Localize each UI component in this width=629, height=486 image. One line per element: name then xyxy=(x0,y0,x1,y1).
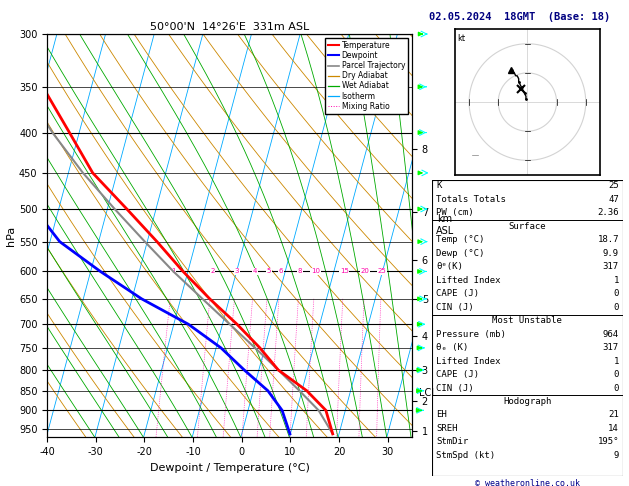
Text: θᵉ(K): θᵉ(K) xyxy=(436,262,463,271)
Text: CAPE (J): CAPE (J) xyxy=(436,289,479,298)
Text: 317: 317 xyxy=(603,343,619,352)
Text: 0: 0 xyxy=(613,370,619,379)
Text: Dewp (°C): Dewp (°C) xyxy=(436,249,484,258)
Text: 02.05.2024  18GMT  (Base: 18): 02.05.2024 18GMT (Base: 18) xyxy=(429,12,610,22)
Text: 1: 1 xyxy=(171,268,175,275)
Text: Lifted Index: Lifted Index xyxy=(436,357,501,365)
Text: 3: 3 xyxy=(235,268,239,275)
Text: CIN (J): CIN (J) xyxy=(436,303,474,312)
Text: Totals Totals: Totals Totals xyxy=(436,195,506,204)
Text: 0: 0 xyxy=(613,289,619,298)
Text: 9.9: 9.9 xyxy=(603,249,619,258)
Legend: Temperature, Dewpoint, Parcel Trajectory, Dry Adiabat, Wet Adiabat, Isotherm, Mi: Temperature, Dewpoint, Parcel Trajectory… xyxy=(325,38,408,114)
Text: 15: 15 xyxy=(340,268,348,275)
Text: Lifted Index: Lifted Index xyxy=(436,276,501,285)
Text: CAPE (J): CAPE (J) xyxy=(436,370,479,379)
Text: 25: 25 xyxy=(377,268,386,275)
Text: 5: 5 xyxy=(267,268,271,275)
Text: 10: 10 xyxy=(311,268,320,275)
Text: Most Unstable: Most Unstable xyxy=(493,316,562,325)
Text: K: K xyxy=(436,181,442,191)
Y-axis label: hPa: hPa xyxy=(6,226,16,246)
Text: 0: 0 xyxy=(613,303,619,312)
Text: StmDir: StmDir xyxy=(436,437,468,447)
Text: Temp (°C): Temp (°C) xyxy=(436,235,484,244)
Text: 195°: 195° xyxy=(598,437,619,447)
Text: PW (cm): PW (cm) xyxy=(436,208,474,217)
Text: 0: 0 xyxy=(613,383,619,393)
Text: 6: 6 xyxy=(279,268,283,275)
Text: CIN (J): CIN (J) xyxy=(436,383,474,393)
Text: EH: EH xyxy=(436,411,447,419)
Text: 47: 47 xyxy=(608,195,619,204)
Text: Surface: Surface xyxy=(509,222,546,231)
Text: 2.36: 2.36 xyxy=(598,208,619,217)
X-axis label: Dewpoint / Temperature (°C): Dewpoint / Temperature (°C) xyxy=(150,463,309,473)
Text: © weatheronline.co.uk: © weatheronline.co.uk xyxy=(475,479,580,486)
Text: 9: 9 xyxy=(613,451,619,460)
Text: 14: 14 xyxy=(608,424,619,433)
Text: 21: 21 xyxy=(608,411,619,419)
Text: 1: 1 xyxy=(613,276,619,285)
Text: θₑ (K): θₑ (K) xyxy=(436,343,468,352)
Y-axis label: km
ASL: km ASL xyxy=(435,214,454,236)
Text: 317: 317 xyxy=(603,262,619,271)
Text: 18.7: 18.7 xyxy=(598,235,619,244)
Text: 2: 2 xyxy=(210,268,214,275)
Text: StmSpd (kt): StmSpd (kt) xyxy=(436,451,495,460)
Text: 964: 964 xyxy=(603,330,619,339)
Text: LCL: LCL xyxy=(419,388,437,398)
Title: 50°00'N  14°26'E  331m ASL: 50°00'N 14°26'E 331m ASL xyxy=(150,22,309,32)
Text: Hodograph: Hodograph xyxy=(503,397,552,406)
Text: kt: kt xyxy=(457,34,465,43)
Text: 20: 20 xyxy=(361,268,370,275)
Text: 4: 4 xyxy=(253,268,257,275)
Text: SREH: SREH xyxy=(436,424,457,433)
Text: Pressure (mb): Pressure (mb) xyxy=(436,330,506,339)
Text: 8: 8 xyxy=(298,268,303,275)
Text: 1: 1 xyxy=(613,357,619,365)
Text: 25: 25 xyxy=(608,181,619,191)
